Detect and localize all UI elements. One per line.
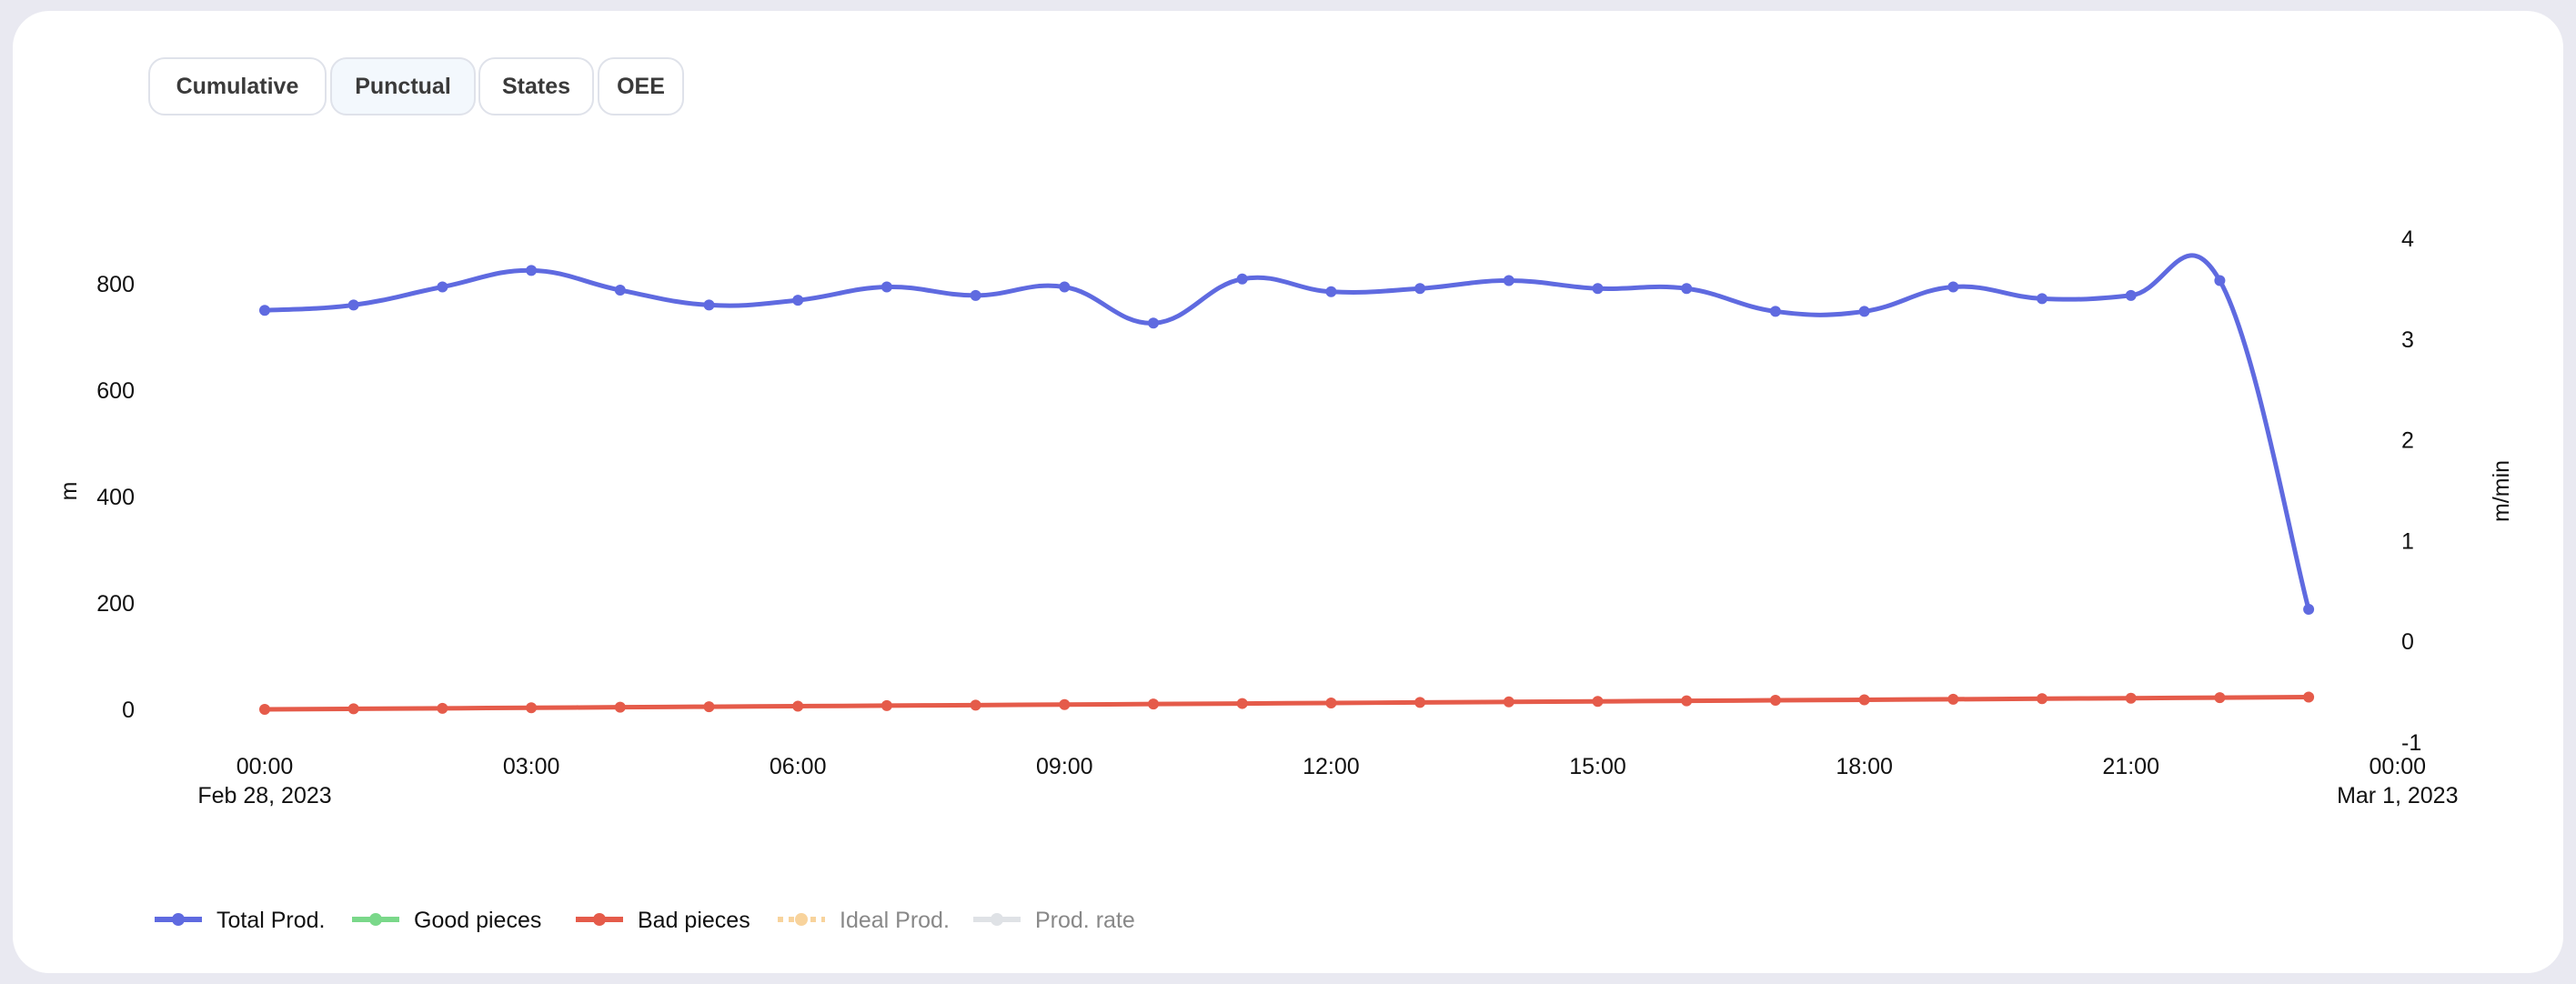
tab-punctual[interactable]: Punctual: [330, 57, 476, 115]
legend-marker: [172, 913, 185, 926]
bad-pieces-point[interactable]: [1947, 693, 1959, 705]
y-tick-label: 800: [96, 272, 135, 297]
total-prod-point[interactable]: [1325, 286, 1337, 297]
bad-pieces-point[interactable]: [1325, 697, 1337, 708]
bad-pieces-point[interactable]: [614, 701, 626, 713]
total-prod-point[interactable]: [1592, 283, 1604, 295]
total-prod-point[interactable]: [259, 305, 270, 316]
total-prod-point[interactable]: [347, 299, 359, 311]
y2-tick-label: 2: [2401, 428, 2414, 454]
total-prod-point[interactable]: [970, 289, 981, 301]
legend-item-bad-pieces[interactable]: Bad pieces: [576, 908, 750, 933]
total-prod-point[interactable]: [703, 299, 715, 311]
x-tick-label: 15:00: [1569, 754, 1626, 779]
legend-marker: [991, 913, 1003, 926]
y-tick-label: 400: [96, 485, 135, 510]
bad-pieces-point[interactable]: [2303, 691, 2315, 703]
legend-item-good-pieces[interactable]: Good pieces: [352, 908, 541, 933]
x-tick-label: 12:00: [1303, 754, 1360, 779]
legend-marker: [369, 913, 382, 926]
bad-pieces-point[interactable]: [2214, 692, 2226, 704]
y-tick-label: 0: [122, 698, 135, 723]
y2-axis-label: m/min: [2489, 460, 2514, 522]
x-tick-label: 18:00: [1836, 754, 1893, 779]
x-tick-date: Feb 28, 2023: [197, 783, 331, 808]
bad-pieces-point[interactable]: [347, 703, 359, 715]
legend-item-prod-rate[interactable]: Prod. rate: [973, 908, 1135, 933]
bad-pieces-point[interactable]: [792, 700, 804, 712]
total-prod-point[interactable]: [1858, 306, 1870, 317]
y2-tick-label: 1: [2401, 528, 2414, 554]
total-prod-point[interactable]: [792, 295, 804, 306]
y-tick-label: 600: [96, 378, 135, 404]
x-tick-label: 09:00: [1036, 754, 1093, 779]
legend-item-ideal-prod[interactable]: Ideal Prod.: [778, 908, 950, 933]
total-prod-point[interactable]: [1769, 306, 1781, 317]
y2-tick-label: -1: [2401, 730, 2421, 756]
y2-tick-label: 0: [2401, 629, 2414, 655]
x-tick-label: 03:00: [503, 754, 560, 779]
total-prod-point[interactable]: [437, 281, 448, 293]
bad-pieces-line: [264, 695, 2309, 712]
bad-pieces-point[interactable]: [259, 704, 270, 715]
legend-label: Total Prod.: [216, 908, 326, 933]
bad-pieces-point[interactable]: [1681, 695, 1693, 707]
tab-cumulative[interactable]: Cumulative: [148, 57, 327, 115]
total-prod-point[interactable]: [880, 281, 892, 293]
bad-pieces-point[interactable]: [1148, 698, 1159, 710]
tab-oee[interactable]: OEE: [598, 57, 684, 115]
bad-pieces-point[interactable]: [880, 699, 892, 711]
legend-label: Bad pieces: [638, 908, 750, 933]
total-prod-point[interactable]: [1503, 275, 1514, 286]
y2-tick-label: 4: [2401, 226, 2414, 252]
legend-item-total-prod[interactable]: Total Prod.: [155, 908, 326, 933]
legend-marker: [593, 913, 606, 926]
bad-pieces-point[interactable]: [1858, 694, 1870, 706]
bad-pieces-point[interactable]: [526, 702, 538, 714]
x-tick-date: Mar 1, 2023: [2337, 783, 2458, 808]
bad-pieces-point[interactable]: [1236, 698, 1248, 709]
tab-states[interactable]: States: [478, 57, 594, 115]
y-tick-label: 200: [96, 591, 135, 617]
y2-tick-label: 3: [2401, 327, 2414, 353]
x-tick-label: 06:00: [770, 754, 827, 779]
bad-pieces-point[interactable]: [1592, 696, 1604, 708]
bad-pieces-point[interactable]: [2037, 693, 2048, 705]
total-prod-point[interactable]: [2303, 604, 2315, 616]
bad-pieces-point[interactable]: [2125, 692, 2137, 704]
total-prod-point[interactable]: [2125, 289, 2137, 301]
bad-pieces-point[interactable]: [1769, 695, 1781, 707]
total-prod-point[interactable]: [1414, 283, 1426, 295]
bad-pieces-point[interactable]: [437, 702, 448, 714]
total-prod-point[interactable]: [526, 265, 538, 276]
total-prod-point[interactable]: [1148, 317, 1159, 329]
bad-pieces-point[interactable]: [1059, 698, 1071, 710]
x-tick-label: 21:00: [2102, 754, 2159, 779]
bad-pieces-point[interactable]: [1503, 696, 1514, 708]
total-prod-point[interactable]: [1236, 273, 1248, 285]
total-prod-point[interactable]: [1947, 281, 1959, 293]
legend-label: Good pieces: [414, 908, 541, 933]
bad-pieces-point[interactable]: [703, 701, 715, 713]
legend-marker: [795, 913, 808, 926]
total-prod-line: [264, 253, 2311, 610]
total-prod-point[interactable]: [614, 285, 626, 296]
total-prod-point[interactable]: [1059, 281, 1071, 293]
total-prod-point[interactable]: [1681, 283, 1693, 295]
x-tick-label: 00:00: [2370, 754, 2427, 779]
x-tick-label: 00:00: [236, 754, 294, 779]
chart-card: [13, 11, 2563, 973]
bad-pieces-point[interactable]: [970, 699, 981, 711]
total-prod-point[interactable]: [2037, 293, 2048, 305]
legend-label: Prod. rate: [1035, 908, 1135, 933]
legend-label: Ideal Prod.: [840, 908, 950, 933]
bad-pieces-point[interactable]: [1414, 697, 1426, 708]
total-prod-point[interactable]: [2214, 275, 2226, 286]
y-axis-label: m: [56, 482, 82, 501]
